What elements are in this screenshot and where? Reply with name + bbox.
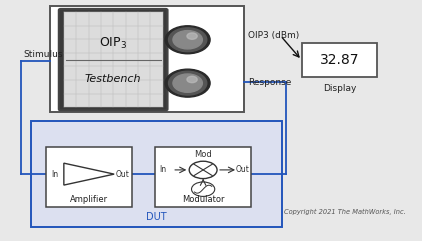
Text: Copyright 2021 The MathWorks, Inc.: Copyright 2021 The MathWorks, Inc.	[284, 209, 406, 215]
Text: 32.87: 32.87	[320, 53, 359, 67]
FancyBboxPatch shape	[302, 43, 377, 77]
Circle shape	[168, 28, 207, 52]
Text: Amplifier: Amplifier	[70, 195, 108, 204]
Text: Out: Out	[236, 165, 249, 174]
Text: Display: Display	[323, 84, 356, 93]
Text: Response: Response	[248, 78, 291, 87]
Text: OIP3 (dBm): OIP3 (dBm)	[248, 31, 299, 40]
Text: Out: Out	[116, 170, 130, 179]
FancyBboxPatch shape	[64, 12, 162, 107]
Text: In: In	[51, 170, 59, 179]
Circle shape	[187, 33, 197, 39]
Text: DUT: DUT	[146, 212, 167, 222]
Text: Testbench: Testbench	[85, 74, 141, 84]
Circle shape	[173, 74, 203, 92]
Text: Stimulus: Stimulus	[23, 50, 63, 59]
Text: In: In	[160, 165, 167, 174]
Circle shape	[165, 26, 210, 54]
Circle shape	[165, 69, 210, 97]
FancyBboxPatch shape	[59, 9, 168, 110]
FancyBboxPatch shape	[46, 147, 132, 207]
Circle shape	[173, 31, 203, 49]
FancyBboxPatch shape	[155, 147, 252, 207]
FancyBboxPatch shape	[31, 120, 282, 227]
Circle shape	[168, 71, 207, 95]
Text: Mod: Mod	[194, 150, 212, 159]
Text: OIP$_3$: OIP$_3$	[99, 36, 127, 51]
FancyBboxPatch shape	[50, 6, 244, 112]
Text: Modulator: Modulator	[182, 195, 225, 204]
Circle shape	[187, 76, 197, 83]
